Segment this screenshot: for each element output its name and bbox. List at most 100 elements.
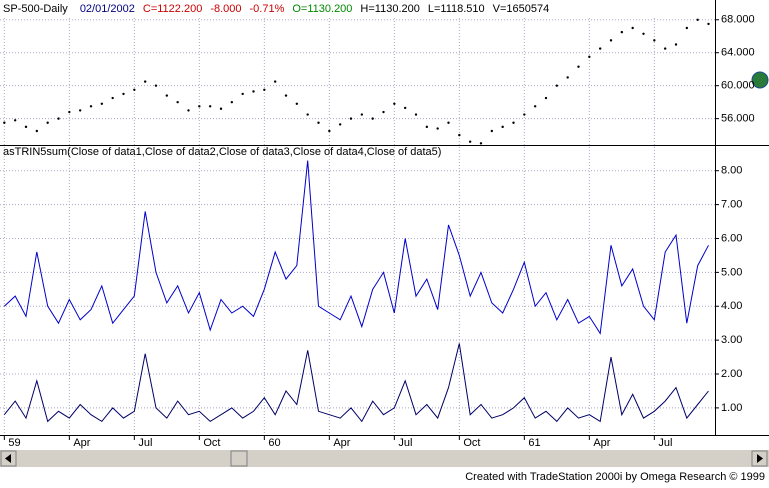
price-dot: [57, 117, 60, 120]
price-dot: [100, 102, 104, 106]
x-tick-label: 61: [528, 437, 540, 449]
y-tick-label: 7.00: [721, 199, 742, 211]
price-dot: [512, 121, 515, 124]
price-dot: [523, 113, 526, 116]
header-field: H=1130.200: [360, 3, 419, 15]
price-dot: [490, 129, 494, 133]
y-tick-label: 56.000: [721, 113, 755, 125]
arrow-icon: [757, 454, 763, 463]
price-dot: [317, 121, 320, 124]
price-dot: [35, 129, 39, 133]
price-dot: [555, 84, 559, 87]
header-field: 02/01/2002: [80, 3, 135, 15]
indicator-line: [3, 160, 709, 335]
price-dot: [566, 76, 569, 79]
price-dot: [252, 90, 255, 93]
arrow-icon: [5, 454, 11, 463]
price-dot: [133, 88, 136, 92]
x-tick-label: Jul: [398, 437, 412, 449]
y-tick-label: 68.000: [721, 14, 755, 26]
header-field: -8.000: [210, 3, 241, 15]
scrollbar[interactable]: [0, 450, 769, 467]
price-dot: [24, 125, 28, 129]
x-tick-label: 59: [8, 437, 20, 449]
price-dot: [371, 117, 374, 120]
y-tick-label: 1.00: [721, 402, 742, 414]
price-dot: [241, 92, 244, 96]
price-dot: [620, 30, 624, 34]
y-tick-label: 5.00: [721, 266, 742, 278]
price-dot: [674, 43, 678, 46]
price-dot: [165, 94, 169, 97]
price-dot: [176, 100, 179, 104]
price-dot: [544, 96, 548, 100]
price-dot: [306, 113, 309, 116]
indicator-title: asTRIN5sum(Close of data1,Close of data2…: [3, 146, 441, 158]
x-tick-label: Jul: [138, 437, 152, 449]
price-dot: [577, 65, 580, 68]
x-tick-label: Apr: [73, 437, 90, 449]
price-dot: [588, 55, 591, 59]
header-field: -0.71%: [250, 3, 285, 15]
x-tick-label: Oct: [203, 437, 220, 449]
price-dot: [403, 106, 407, 110]
scroll-thumb[interactable]: [230, 450, 248, 467]
price-dot: [13, 119, 17, 122]
header-field: L=1118.510: [428, 3, 485, 15]
y-tick-label: 6.00: [721, 232, 742, 244]
price-dot: [447, 121, 450, 124]
globe-icon: [751, 71, 769, 89]
price-dot: [425, 125, 429, 129]
price-dot: [338, 123, 342, 126]
price-dot: [631, 26, 634, 30]
price-dot: [663, 47, 667, 50]
chart-title: SP-500-Daily: [3, 3, 68, 15]
price-dot: [598, 47, 602, 50]
y-tick-label: 64.000: [721, 47, 755, 59]
price-dot: [349, 117, 353, 120]
price-dot: [533, 105, 537, 108]
y-tick-label: 8.00: [721, 165, 742, 177]
price-dot: [414, 113, 418, 116]
y-tick-label: 4.00: [721, 300, 742, 312]
price-dot: [468, 140, 472, 143]
x-tick-label: Apr: [593, 437, 610, 449]
chart-background: [0, 0, 769, 450]
price-dot: [436, 127, 439, 130]
y-tick-label: 3.00: [721, 334, 742, 346]
price-dot: [122, 92, 125, 96]
price-dot: [707, 22, 710, 26]
y-tick-label: 60.000: [721, 80, 755, 92]
price-dot: [382, 110, 385, 114]
price-dot: [653, 39, 656, 42]
price-dot: [609, 39, 613, 42]
price-dot: [393, 102, 396, 106]
y-tick-label: 2.00: [721, 368, 742, 380]
x-tick-label: Oct: [463, 437, 480, 449]
price-dot: [208, 105, 212, 108]
price-dot: [328, 129, 331, 133]
x-tick-label: Jul: [658, 437, 672, 449]
price-dot: [685, 26, 689, 30]
indicator-line: [3, 343, 709, 423]
price-dot: [458, 133, 461, 137]
price-dot: [501, 125, 504, 129]
price-dot: [3, 121, 6, 124]
price-dot: [263, 88, 266, 92]
price-dot: [273, 80, 277, 83]
price-dot: [187, 109, 190, 112]
price-dot: [360, 113, 364, 116]
price-dot: [295, 102, 299, 106]
header-field: V=1650574: [493, 3, 550, 15]
price-dot: [696, 18, 699, 21]
price-dot: [230, 100, 234, 104]
price-dot: [284, 94, 288, 97]
price-dot: [78, 109, 82, 112]
price-dot: [111, 96, 114, 100]
footer: Created with TradeStation 2000i by Omega…: [465, 471, 765, 483]
x-tick-label: Apr: [333, 437, 350, 449]
price-dot: [143, 80, 147, 83]
price-dot: [198, 105, 201, 108]
